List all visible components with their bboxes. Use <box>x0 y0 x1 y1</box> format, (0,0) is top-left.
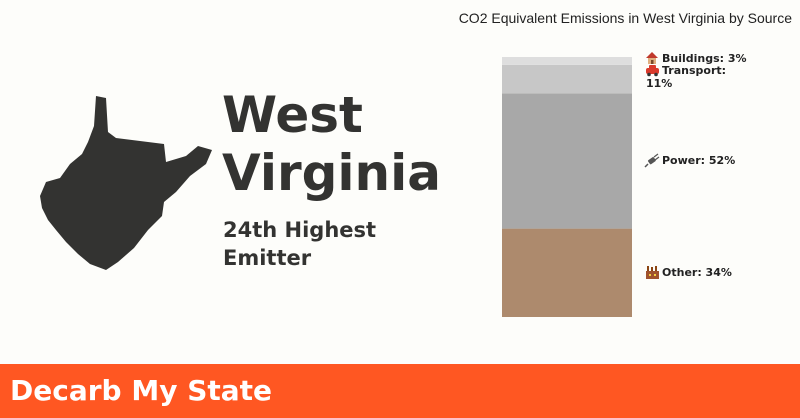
data-label: Buildings: 3% <box>662 52 747 65</box>
data-label: Other: 34% <box>662 266 732 279</box>
data-label: Power: 52% <box>662 154 735 167</box>
segment-label-power: Power: 52% <box>644 153 735 168</box>
bar-segment-power <box>502 93 632 229</box>
plug-icon <box>644 153 660 168</box>
factory-icon <box>646 266 659 279</box>
data-label: 11% <box>646 77 672 90</box>
bar-segment-transport <box>502 64 632 94</box>
emitter-rank-line1: 24th Highest <box>223 218 377 242</box>
footer-banner: Decarb My State <box>0 364 800 418</box>
bar-segment-buildings <box>502 57 632 65</box>
emissions-stacked-bar-chart: Other: 34%Power: 52%Transport:11%Buildin… <box>502 52 747 317</box>
state-name-line1: West <box>222 86 363 144</box>
house-icon <box>646 52 658 64</box>
data-label: Transport: <box>662 64 726 77</box>
emitter-rank-line2: Emitter <box>223 246 312 270</box>
west-virginia-map-icon <box>40 96 212 270</box>
segment-label-buildings: Buildings: 3% <box>646 52 747 65</box>
segment-label-transport: Transport:11% <box>646 64 726 90</box>
state-name: West Virginia <box>222 86 442 202</box>
bar-segment-other <box>502 228 632 317</box>
chart-title: CO2 Equivalent Emissions in West Virgini… <box>458 10 792 26</box>
footer-title: Decarb My State <box>10 374 273 407</box>
emitter-rank: 24th Highest Emitter <box>223 216 403 272</box>
car-icon <box>646 65 659 77</box>
state-name-line2: Virginia <box>222 144 442 202</box>
segment-label-other: Other: 34% <box>646 266 732 279</box>
